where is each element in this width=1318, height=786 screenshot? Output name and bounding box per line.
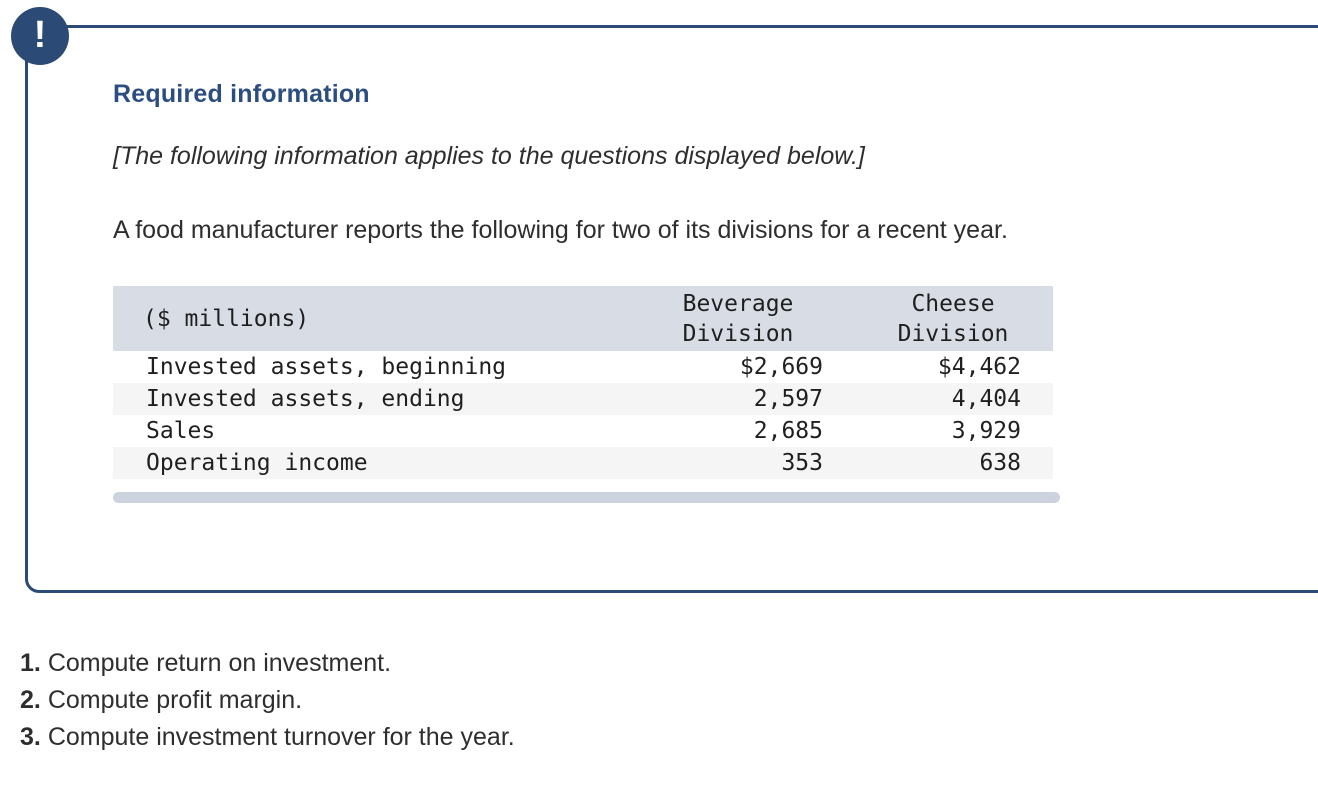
question-item-1: 1. Compute return on investment. [20, 645, 515, 682]
question-text: Compute profit margin. [47, 686, 303, 714]
question-item-3: 3. Compute investment turnover for the y… [20, 719, 515, 756]
cheese-value: 3,929 [951, 418, 1021, 444]
table-row: Invested assets, ending 2,597 4,404 [113, 383, 1053, 415]
row-label: Sales [146, 418, 216, 444]
required-information-title: Required information [113, 80, 370, 108]
beverage-value: 2,685 [753, 418, 823, 444]
beverage-value: 2,597 [753, 386, 823, 412]
beverage-division-header: Beverage Division [623, 286, 853, 351]
unit-label-header: ($ millions) [113, 286, 623, 351]
question-text: Compute return on investment. [47, 649, 392, 677]
beverage-value: 353 [781, 450, 823, 476]
question-number: 3. [20, 723, 41, 751]
divisions-table-container: ($ millions) Beverage Division Cheese Di… [113, 286, 1060, 503]
row-label: Invested assets, beginning [146, 354, 507, 380]
question-number: 2. [20, 686, 41, 714]
alert-exclamation-icon: ! [11, 7, 69, 65]
cheese-value: 4,404 [951, 386, 1021, 412]
cheese-value: 638 [979, 450, 1021, 476]
cheese-header-line2: Division [897, 320, 1009, 347]
question-text: Compute investment turnover for the year… [47, 723, 515, 751]
cheese-header-line1: Cheese [911, 290, 995, 317]
row-label: Operating income [146, 450, 368, 476]
beverage-header-line2: Division [682, 320, 794, 347]
row-label: Invested assets, ending [146, 386, 465, 412]
table-header-row: ($ millions) Beverage Division Cheese Di… [113, 286, 1053, 351]
cheese-value: $4,462 [937, 354, 1021, 380]
beverage-header-line1: Beverage [682, 290, 794, 317]
divisions-financial-table: ($ millions) Beverage Division Cheese Di… [113, 286, 1053, 479]
cheese-division-header: Cheese Division [853, 286, 1053, 351]
scenario-intro-text: A food manufacturer reports the followin… [113, 216, 1008, 244]
question-list: 1. Compute return on investment. 2. Comp… [20, 645, 515, 756]
panel-content: Required information [The following info… [28, 28, 1318, 503]
question-item-2: 2. Compute profit margin. [20, 682, 515, 719]
table-row: Invested assets, beginning $2,669 $4,462 [113, 351, 1053, 383]
table-horizontal-scrollbar[interactable] [113, 492, 1060, 503]
applies-below-notice: [The following information applies to th… [113, 142, 865, 170]
table-row: Operating income 353 638 [113, 447, 1053, 479]
question-number: 1. [20, 649, 41, 677]
beverage-value: $2,669 [739, 354, 823, 380]
table-row: Sales 2,685 3,929 [113, 415, 1053, 447]
required-information-panel: Required information [The following info… [25, 25, 1318, 593]
